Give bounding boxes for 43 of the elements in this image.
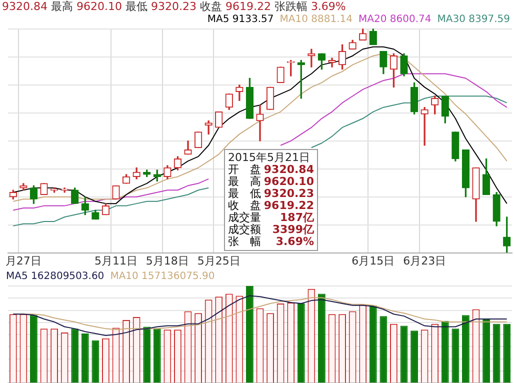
annotation: 成交额 3399亿 — [228, 223, 314, 236]
text: MA5 9133.57 — [207, 14, 274, 25]
bar — [380, 316, 388, 382]
text: 张 幅 3.69% — [228, 235, 314, 248]
annotation: 最 高 9620.10 — [228, 175, 314, 188]
text: MA10 8881.14 — [280, 14, 353, 25]
bar — [246, 286, 254, 382]
text: MA30 8397.59 — [437, 14, 510, 25]
text: 9320.84 最高 9620.10 最低 9320.23 收盘 9619.22 张跌幅 3.69% — [2, 0, 346, 13]
annotation: 2015年5月21日 — [228, 151, 311, 164]
bar — [81, 334, 89, 382]
candlestick — [204, 120, 212, 135]
bar — [452, 328, 460, 382]
x-tick-label: 5月18日 — [146, 254, 189, 268]
bar — [410, 330, 418, 382]
text: MA5 162809503.60 — [6, 271, 104, 282]
bar — [71, 328, 79, 382]
bar — [143, 326, 151, 382]
text: MA10 157136075.90 — [110, 271, 215, 282]
x-tick-label: 5月11日 — [94, 254, 138, 268]
x-tick-label: 5月25日 — [197, 254, 240, 268]
x-tick-label: 6月15日 — [352, 254, 395, 268]
annotation: 最 低 9320.23 — [228, 187, 314, 200]
annotation: 收 盘 9619.22 — [228, 199, 314, 212]
bar — [441, 320, 449, 382]
bar — [462, 315, 470, 382]
bar — [492, 324, 500, 382]
bar — [482, 318, 490, 382]
text: 成交量 187亿 — [228, 211, 314, 224]
bar — [92, 340, 100, 382]
bar — [369, 305, 377, 382]
bar — [153, 328, 161, 382]
bar — [30, 315, 38, 382]
x-tick-label: 月27日 — [5, 254, 42, 268]
text: MA20 8600.74 — [358, 14, 432, 25]
bar — [400, 326, 408, 382]
candlestick — [256, 104, 264, 142]
x-tick-label: 6月23日 — [403, 254, 446, 268]
bar — [297, 303, 305, 382]
candlestick — [420, 107, 428, 146]
bar — [318, 294, 326, 382]
bar — [503, 324, 511, 382]
annotation: 开 盘 9320.84 — [228, 163, 314, 176]
